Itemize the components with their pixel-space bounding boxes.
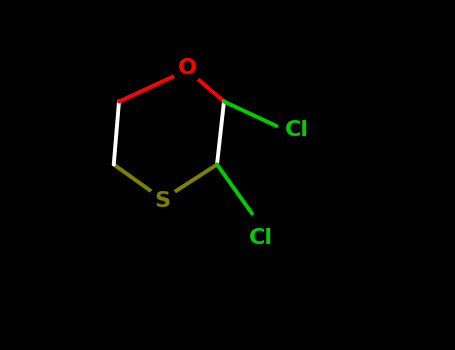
Text: S: S: [155, 191, 171, 211]
Circle shape: [172, 54, 202, 83]
Text: O: O: [178, 58, 197, 78]
Circle shape: [148, 187, 177, 216]
Text: Cl: Cl: [285, 119, 309, 140]
Text: Cl: Cl: [248, 228, 273, 248]
